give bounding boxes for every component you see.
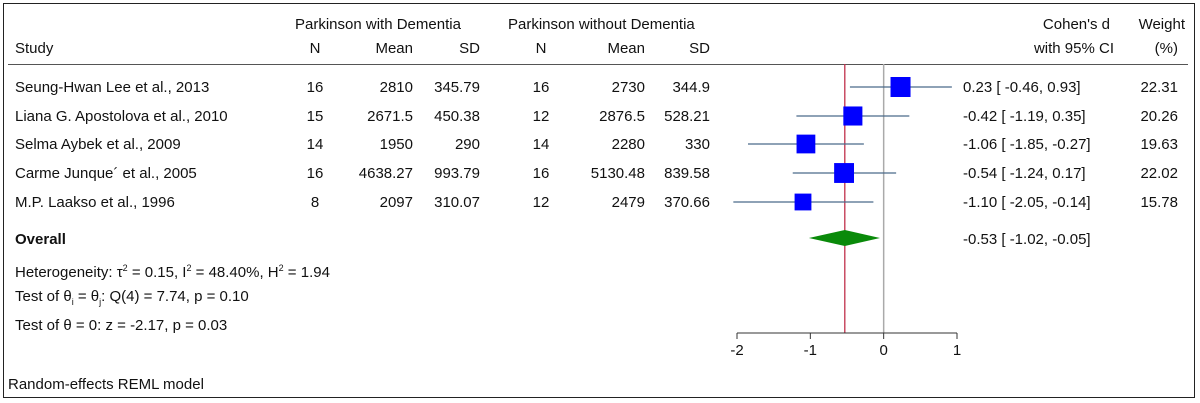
n2-value: 12	[532, 194, 550, 211]
effect-marker	[794, 193, 812, 211]
n2-value: 16	[532, 79, 550, 96]
sd2-value: 839.58	[664, 165, 710, 182]
mean1-header: Mean	[375, 40, 413, 57]
n1-value: 15	[306, 108, 324, 125]
mean2-value: 5130.48	[590, 165, 645, 182]
sd1-value: 345.79	[434, 79, 480, 96]
mean2-value: 2876.5	[599, 108, 645, 125]
mean2-header: Mean	[607, 40, 645, 57]
group2-header: Parkinson without Dementia	[508, 16, 695, 33]
mean1-value: 1950	[379, 136, 413, 153]
weight-header-1: Weight	[1138, 16, 1185, 33]
weight-value: 20.26	[1140, 108, 1178, 125]
mean1-value: 4638.27	[358, 165, 413, 182]
mean2-value: 2730	[611, 79, 645, 96]
sd2-header: SD	[689, 40, 710, 57]
overall-ci-text: -0.53 [ -1.02, -0.05]	[963, 231, 1091, 248]
study-name: Carme Junque´ et al., 2005	[15, 165, 197, 182]
mean2-value: 2479	[611, 194, 645, 211]
n1-value: 16	[306, 79, 324, 96]
sd1-value: 290	[454, 136, 480, 153]
overall-diamond	[808, 230, 880, 246]
effect-marker	[843, 106, 863, 126]
study-name: Liana G. Apostolova et al., 2010	[15, 108, 228, 125]
ci-text: -1.06 [ -1.85, -0.27]	[963, 136, 1091, 153]
mean1-value: 2097	[379, 194, 413, 211]
sd1-value: 993.79	[434, 165, 480, 182]
ci-text: -0.42 [ -1.19, 0.35]	[963, 108, 1086, 125]
n2-header: N	[535, 40, 547, 57]
heterogeneity-text: Heterogeneity: τ2 = 0.15, I2 = 48.40%, H…	[15, 263, 330, 281]
study-name: Selma Aybek et al., 2009	[15, 136, 181, 153]
mean1-value: 2671.5	[367, 108, 413, 125]
header-divider	[8, 64, 1188, 65]
sd1-value: 450.38	[434, 108, 480, 125]
heterogeneity-test-text: Test of θi = θj: Q(4) = 7.74, p = 0.10	[15, 288, 249, 307]
n2-value: 16	[532, 165, 550, 182]
ci-text: 0.23 [ -0.46, 0.93]	[963, 79, 1081, 96]
study-name: Seung-Hwan Lee et al., 2013	[15, 79, 210, 96]
effect-marker	[890, 77, 911, 97]
forest-plot-frame	[3, 3, 1195, 398]
study-name: M.P. Laakso et al., 1996	[15, 194, 175, 211]
sd2-value: 370.66	[664, 194, 710, 211]
model-footer: Random-effects REML model	[8, 376, 204, 393]
effect-marker	[796, 134, 816, 154]
sd2-value: 528.21	[664, 108, 710, 125]
overall-label: Overall	[15, 231, 66, 248]
weight-value: 15.78	[1140, 194, 1178, 211]
n1-value: 14	[306, 136, 324, 153]
mean1-value: 2810	[379, 79, 413, 96]
sd2-value: 330	[684, 136, 710, 153]
effect-header-2: with 95% CI	[1033, 40, 1114, 57]
ci-text: -0.54 [ -1.24, 0.17]	[963, 165, 1086, 182]
group1-header: Parkinson with Dementia	[295, 16, 461, 33]
n2-value: 14	[532, 136, 550, 153]
weight-header-2: (%)	[1154, 40, 1178, 57]
effect-header-1: Cohen's d	[1042, 16, 1110, 33]
weight-value: 22.02	[1140, 165, 1178, 182]
n1-value: 16	[306, 165, 324, 182]
x-tick-label: 0	[879, 342, 887, 359]
sd1-value: 310.07	[434, 194, 480, 211]
weight-value: 19.63	[1140, 136, 1178, 153]
n1-header: N	[309, 40, 321, 57]
ci-text: -1.10 [ -2.05, -0.14]	[963, 194, 1091, 211]
mean2-value: 2280	[611, 136, 645, 153]
effect-test-text: Test of θ = 0: z = -2.17, p = 0.03	[15, 317, 228, 334]
weight-value: 22.31	[1140, 79, 1178, 96]
x-tick-label: -2	[730, 342, 743, 359]
study-header: Study	[15, 40, 54, 57]
sd1-header: SD	[459, 40, 480, 57]
sd2-value: 344.9	[672, 79, 710, 96]
x-tick-label: -1	[804, 342, 817, 359]
n2-value: 12	[532, 108, 550, 125]
n1-value: 8	[310, 194, 320, 211]
x-tick-label: 1	[953, 342, 961, 359]
effect-marker	[834, 163, 855, 183]
